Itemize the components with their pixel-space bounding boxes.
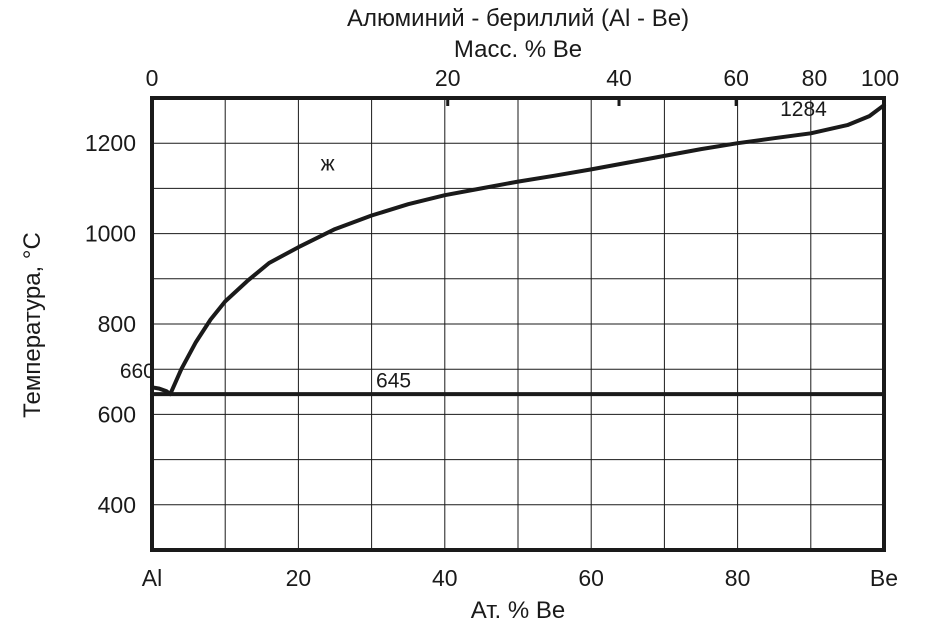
- x-tick-label: 20: [286, 565, 312, 591]
- x-tick-label: 40: [432, 565, 458, 591]
- chart-title: Алюминий - бериллий (Al - Be): [347, 5, 689, 32]
- annotation-label: 645: [376, 369, 411, 392]
- top-tick-label: 100: [861, 65, 899, 91]
- series-liquidus-be: [168, 103, 886, 397]
- y-tick-label: 600: [98, 401, 136, 427]
- y-tick-label: 1200: [85, 130, 136, 156]
- top-tick-label: 80: [802, 65, 828, 91]
- y-axis-label: Температура, °С: [19, 232, 46, 418]
- top-axis-label: Масс. % Be: [454, 36, 582, 63]
- top-tick-label: 20: [435, 65, 461, 91]
- grid: [151, 97, 885, 551]
- annotation-label: 1284: [780, 98, 827, 121]
- annotation-label: ж: [321, 152, 335, 175]
- y-tick-label: 400: [98, 492, 136, 518]
- x-tick-label: 60: [578, 565, 604, 591]
- top-tick-label: 0: [146, 65, 159, 91]
- series-curves: [150, 103, 886, 397]
- top-tick-label: 60: [723, 65, 749, 91]
- top-tick-label: 40: [606, 65, 632, 91]
- tick-labels: Al 20 40 60 80 Be 400 600 800 1000 1200 0 20 40 60 80 10…: [85, 65, 899, 591]
- plot-frame: [150, 96, 886, 552]
- x-axis-label: Ат. % Be: [471, 597, 566, 624]
- x-tick-label: 80: [725, 565, 751, 591]
- y-tick-label: 1000: [85, 221, 136, 247]
- x-tick-label: Be: [870, 565, 898, 591]
- x-tick-label: Al: [142, 565, 162, 591]
- annotation-label: 660: [120, 360, 155, 383]
- y-tick-label: 800: [98, 311, 136, 337]
- annotations: ж 660 645 1284: [120, 98, 827, 392]
